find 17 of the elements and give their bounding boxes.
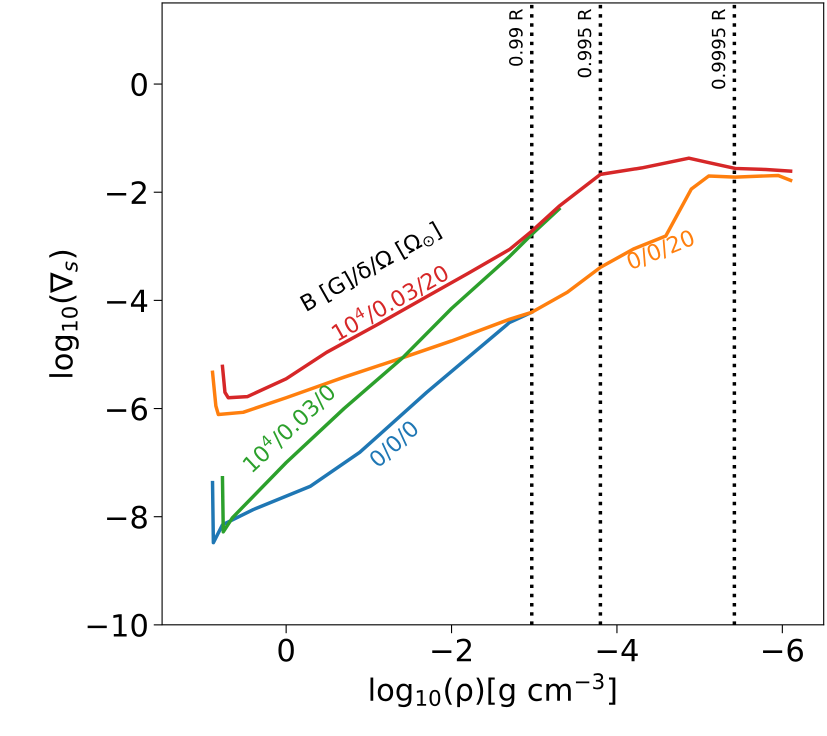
x-tick-label: 0 — [278, 638, 294, 662]
ref-line-label: 0.995 R — [578, 9, 592, 78]
y-tick-label: 0 — [131, 72, 147, 96]
y-tick-label: −8 — [107, 506, 147, 529]
y-axis-title: log$_{10}$(∇$_{s}$) — [49, 250, 79, 377]
ref-line-label: 0.99 R — [509, 9, 523, 66]
x-axis-title: log$_{10}$(ρ)[g cm$^{−3}$] — [370, 673, 616, 708]
x-tick-label: −2 — [432, 638, 471, 662]
x-tick-label: −6 — [763, 638, 803, 662]
x-tick-label: −4 — [598, 639, 638, 662]
y-tick-label: −2 — [107, 181, 146, 204]
ref-line-label: 0.9995 R — [712, 9, 726, 89]
y-tick-label: −10 — [88, 614, 147, 637]
y-tick-label: −6 — [107, 397, 147, 421]
y-tick-label: −4 — [107, 290, 148, 312]
line-series — [220, 207, 561, 534]
text: 10$^{4}$/0.03/0 — [240, 380, 338, 474]
